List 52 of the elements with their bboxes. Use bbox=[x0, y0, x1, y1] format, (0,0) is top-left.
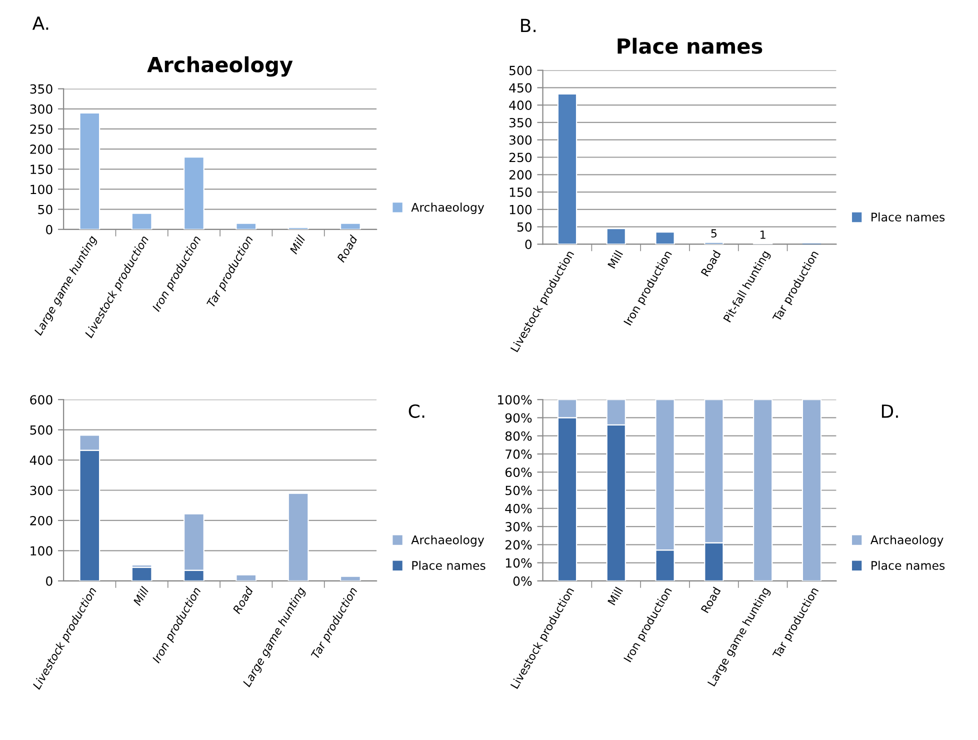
y-tick-label: 100% bbox=[498, 395, 532, 405]
y-tick-label: 300 bbox=[509, 135, 532, 145]
y-tick-label: 300 bbox=[30, 104, 52, 114]
text: D. bbox=[882, 404, 898, 418]
text: A. bbox=[32, 16, 48, 30]
chart-title: Place names bbox=[618, 38, 762, 54]
y-tick-label: 450 bbox=[509, 83, 532, 93]
y-tick-label: 100 bbox=[510, 204, 532, 214]
y-tick-label: 500 bbox=[30, 425, 52, 435]
legend-label: Archaeology bbox=[411, 202, 484, 214]
y-tick-label: 90% bbox=[505, 413, 532, 423]
legend-label: Archaeology bbox=[870, 535, 944, 547]
y-tick-label: 50 bbox=[38, 204, 52, 214]
legend-label: Place names bbox=[872, 560, 945, 570]
legend-label: Place names bbox=[412, 560, 486, 570]
y-tick-label: 150 bbox=[510, 188, 532, 197]
text: C. bbox=[408, 404, 424, 418]
y-tick-label: 350 bbox=[509, 118, 532, 128]
y-tick-label: 40% bbox=[505, 504, 532, 514]
legend-label: Archaeology bbox=[411, 535, 484, 547]
y-tick-label: 400 bbox=[509, 100, 532, 110]
legend-label: Place names bbox=[872, 212, 945, 222]
x-tick-label: Mill bbox=[607, 250, 623, 269]
y-tick-label: 0% bbox=[513, 576, 532, 586]
y-tick-label: 100 bbox=[30, 184, 52, 194]
y-tick-label: 200 bbox=[509, 170, 532, 180]
y-tick-label: 500 bbox=[509, 66, 532, 76]
y-tick-label: 80% bbox=[505, 431, 532, 441]
y-tick-label: 600 bbox=[30, 395, 52, 405]
y-tick-label: 0 bbox=[46, 224, 52, 234]
y-tick-label: 250 bbox=[509, 152, 532, 162]
data-label: 1 bbox=[760, 230, 766, 239]
y-tick-label: 0 bbox=[46, 576, 52, 586]
y-tick-label: 250 bbox=[30, 124, 52, 134]
y-tick-label: 70% bbox=[506, 449, 532, 459]
data-label: 5 bbox=[711, 229, 717, 238]
y-tick-label: 50% bbox=[506, 486, 532, 496]
y-tick-label: 350 bbox=[30, 84, 52, 94]
y-tick-label: 400 bbox=[30, 456, 52, 465]
y-tick-label: 60% bbox=[505, 468, 532, 478]
y-tick-label: 0 bbox=[525, 240, 532, 250]
y-tick-label: 50 bbox=[517, 222, 532, 232]
y-tick-label: 10% bbox=[506, 558, 532, 568]
chart-title: Archaeology bbox=[147, 56, 293, 77]
y-tick-label: 20% bbox=[506, 540, 532, 550]
y-tick-label: 150 bbox=[30, 164, 52, 174]
text: B. bbox=[521, 18, 536, 32]
y-tick-label: 100 bbox=[30, 546, 52, 556]
y-tick-label: 200 bbox=[30, 144, 52, 154]
y-tick-label: 30% bbox=[506, 522, 532, 532]
y-tick-label: 300 bbox=[30, 486, 52, 496]
y-tick-label: 200 bbox=[30, 516, 52, 526]
